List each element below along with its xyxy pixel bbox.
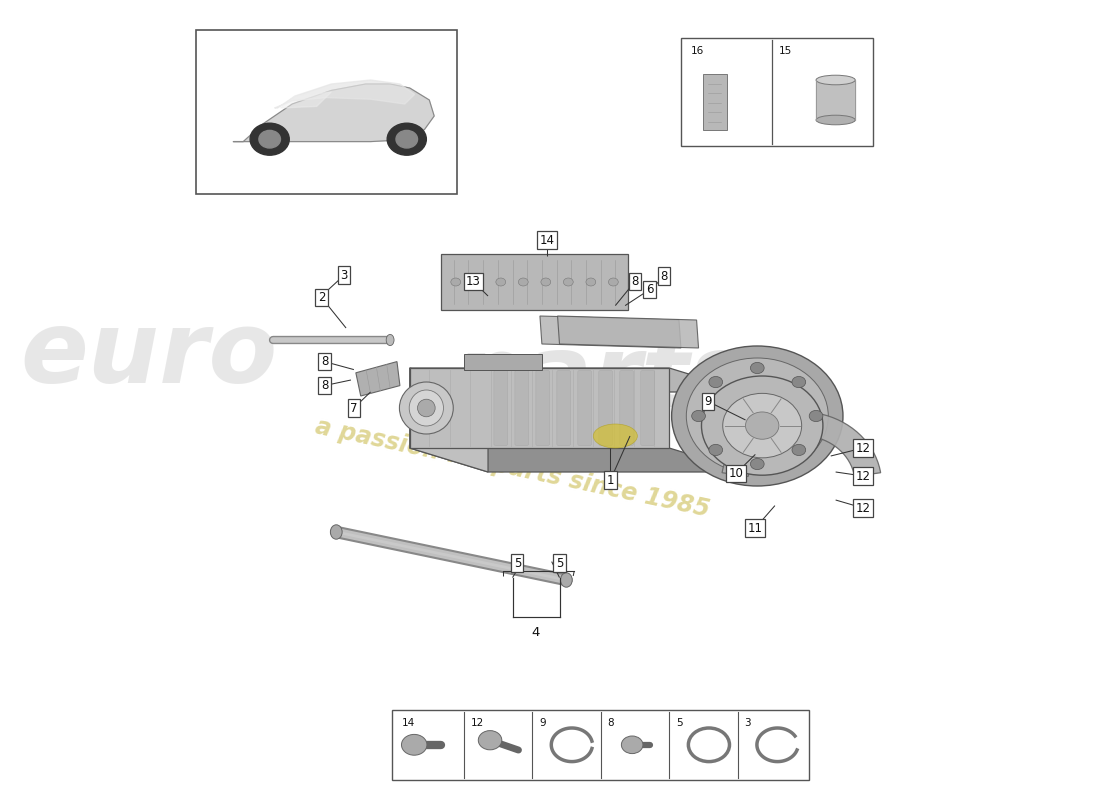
- Polygon shape: [409, 368, 748, 392]
- FancyBboxPatch shape: [578, 370, 592, 446]
- FancyBboxPatch shape: [392, 710, 810, 780]
- Circle shape: [792, 377, 805, 388]
- Circle shape: [478, 730, 502, 750]
- Ellipse shape: [672, 346, 843, 486]
- Ellipse shape: [561, 573, 572, 587]
- Polygon shape: [355, 362, 400, 396]
- Circle shape: [387, 123, 427, 155]
- Circle shape: [750, 458, 764, 470]
- Circle shape: [621, 736, 642, 754]
- Text: 14: 14: [539, 234, 554, 246]
- Ellipse shape: [816, 115, 855, 125]
- Text: 8: 8: [321, 355, 328, 368]
- Text: 12: 12: [856, 470, 870, 482]
- Text: 12: 12: [856, 502, 870, 514]
- Polygon shape: [409, 448, 748, 472]
- Text: 5: 5: [676, 718, 683, 728]
- Circle shape: [541, 278, 551, 286]
- Ellipse shape: [746, 412, 779, 439]
- Text: 5: 5: [514, 557, 521, 570]
- Circle shape: [518, 278, 528, 286]
- FancyBboxPatch shape: [196, 30, 456, 194]
- FancyBboxPatch shape: [441, 254, 628, 310]
- Circle shape: [586, 278, 596, 286]
- Text: 11: 11: [748, 522, 762, 534]
- Polygon shape: [280, 92, 331, 108]
- Ellipse shape: [399, 382, 453, 434]
- Polygon shape: [409, 368, 488, 472]
- Text: 6: 6: [646, 283, 653, 296]
- Circle shape: [708, 377, 723, 388]
- Text: 8: 8: [631, 275, 639, 288]
- Text: 4: 4: [531, 626, 540, 638]
- FancyBboxPatch shape: [619, 370, 634, 446]
- Text: 10: 10: [728, 467, 744, 480]
- Ellipse shape: [386, 334, 394, 346]
- Text: 7: 7: [350, 402, 358, 414]
- Circle shape: [496, 278, 506, 286]
- Circle shape: [608, 278, 618, 286]
- Ellipse shape: [723, 394, 802, 458]
- Polygon shape: [463, 354, 542, 370]
- Circle shape: [792, 444, 805, 455]
- Text: 12: 12: [856, 442, 870, 454]
- FancyBboxPatch shape: [641, 370, 654, 446]
- Text: 8: 8: [321, 379, 328, 392]
- Text: 1: 1: [607, 474, 614, 486]
- Circle shape: [750, 362, 764, 374]
- Text: 5: 5: [556, 557, 563, 570]
- Text: 14: 14: [402, 718, 415, 728]
- Ellipse shape: [409, 390, 443, 426]
- Ellipse shape: [418, 399, 436, 417]
- Circle shape: [402, 734, 427, 755]
- Text: 3: 3: [340, 269, 348, 282]
- Polygon shape: [233, 84, 434, 142]
- Text: euro: euro: [20, 307, 277, 405]
- Text: parts: parts: [454, 331, 749, 429]
- Circle shape: [563, 278, 573, 286]
- Polygon shape: [540, 316, 681, 348]
- Text: 16: 16: [691, 46, 704, 56]
- Circle shape: [810, 410, 823, 422]
- Text: a passion for parts since 1985: a passion for parts since 1985: [314, 414, 712, 522]
- Circle shape: [451, 278, 461, 286]
- Circle shape: [473, 278, 483, 286]
- Text: 8: 8: [661, 270, 668, 282]
- Polygon shape: [558, 316, 698, 348]
- Ellipse shape: [738, 400, 777, 432]
- Polygon shape: [409, 368, 669, 448]
- Ellipse shape: [330, 525, 342, 539]
- Ellipse shape: [718, 384, 796, 448]
- Circle shape: [692, 410, 705, 422]
- FancyBboxPatch shape: [557, 370, 571, 446]
- Circle shape: [258, 130, 280, 148]
- Text: 2: 2: [318, 291, 326, 304]
- Text: 8: 8: [607, 718, 614, 728]
- FancyBboxPatch shape: [598, 370, 613, 446]
- Ellipse shape: [593, 424, 637, 448]
- FancyBboxPatch shape: [494, 370, 507, 446]
- Polygon shape: [722, 412, 881, 477]
- FancyBboxPatch shape: [703, 74, 727, 130]
- Text: 15: 15: [779, 46, 792, 56]
- FancyBboxPatch shape: [681, 38, 872, 146]
- Circle shape: [250, 123, 289, 155]
- FancyBboxPatch shape: [515, 370, 529, 446]
- Text: 9: 9: [705, 395, 712, 408]
- Text: 3: 3: [745, 718, 751, 728]
- Circle shape: [708, 444, 723, 455]
- Polygon shape: [275, 80, 415, 108]
- Circle shape: [396, 130, 418, 148]
- Ellipse shape: [702, 376, 823, 475]
- Ellipse shape: [816, 75, 855, 85]
- Ellipse shape: [686, 358, 828, 474]
- FancyBboxPatch shape: [536, 370, 550, 446]
- Text: 13: 13: [466, 275, 481, 288]
- Text: 12: 12: [471, 718, 484, 728]
- Text: 9: 9: [539, 718, 546, 728]
